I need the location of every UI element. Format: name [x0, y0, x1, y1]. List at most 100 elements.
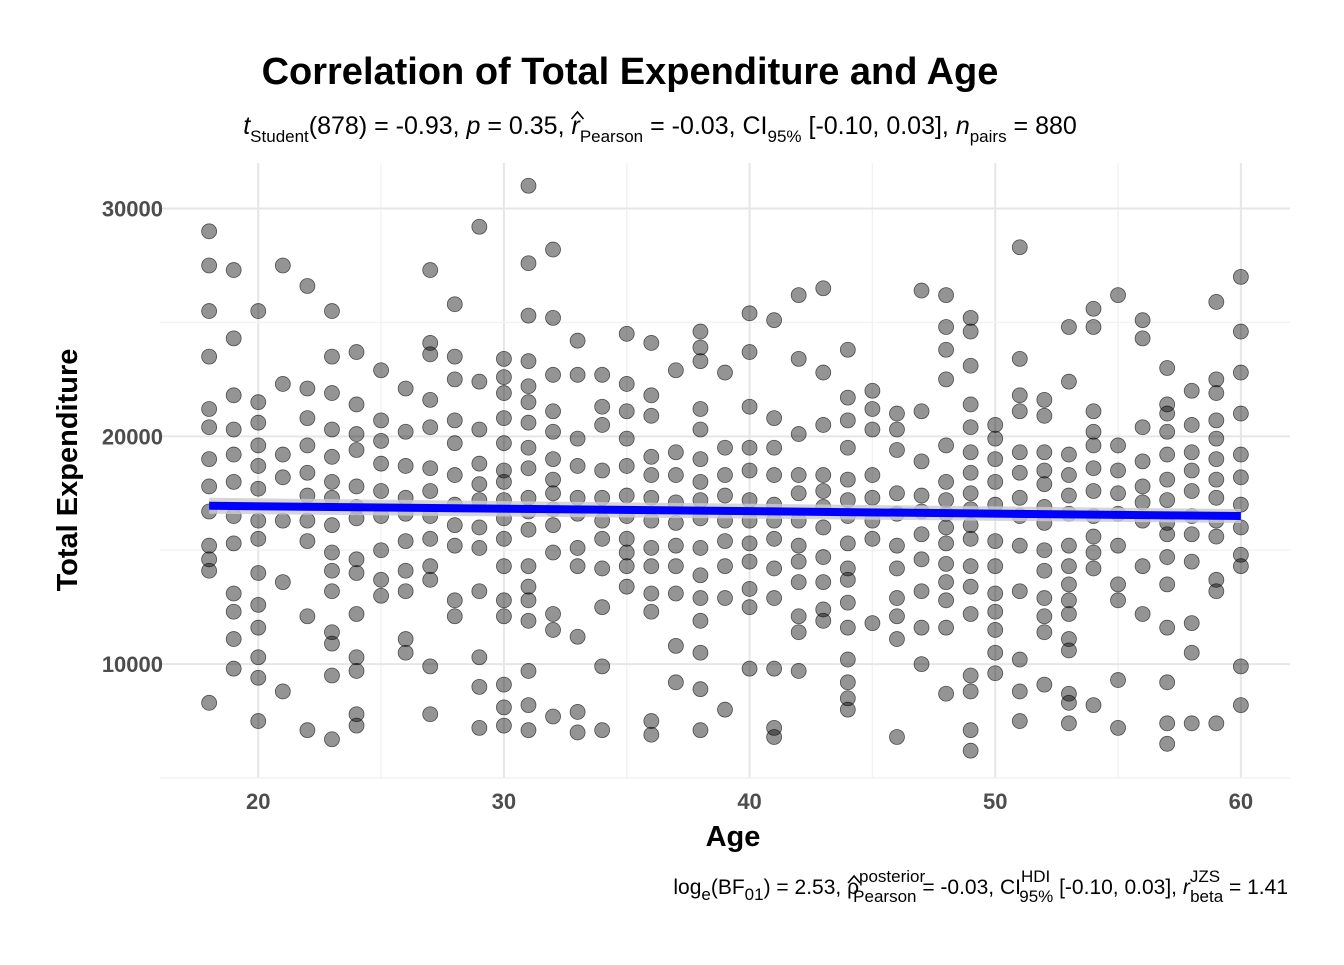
data-point — [274, 683, 291, 700]
data-point — [348, 606, 365, 622]
data-point — [446, 371, 463, 388]
data-point — [889, 485, 905, 502]
x-tick-labels: 20 30 40 50 60 — [246, 789, 1253, 814]
data-point — [692, 681, 709, 698]
data-point — [938, 535, 954, 552]
data-point — [1208, 471, 1225, 488]
data-point — [1061, 487, 1077, 504]
data-point — [1208, 715, 1225, 732]
subtitle-n-sub: pairs — [970, 127, 1007, 146]
data-point — [1036, 407, 1053, 424]
data-point — [520, 414, 537, 431]
data-point — [790, 553, 807, 570]
data-point — [1110, 437, 1126, 454]
data-point — [1061, 446, 1077, 463]
data-point — [1232, 446, 1249, 463]
data-point — [520, 255, 537, 272]
data-point — [569, 366, 586, 383]
data-point — [1085, 319, 1102, 335]
data-point — [1085, 528, 1102, 545]
data-point — [422, 658, 439, 675]
data-point — [692, 421, 709, 438]
data-point — [446, 592, 463, 609]
data-point — [766, 530, 783, 547]
data-point — [790, 574, 807, 591]
data-point — [324, 303, 340, 319]
caption-bf-sub: 01 — [745, 885, 764, 904]
data-point — [373, 483, 389, 499]
data-point — [938, 619, 954, 636]
data-point — [938, 492, 954, 509]
data-point — [373, 542, 389, 559]
data-point — [496, 369, 512, 386]
data-point — [397, 631, 414, 647]
data-point — [1011, 464, 1028, 481]
data-point — [225, 446, 242, 463]
data-point — [1036, 590, 1053, 606]
data-point — [348, 478, 365, 495]
data-point — [889, 608, 905, 625]
data-point — [348, 565, 365, 581]
data-point — [1183, 462, 1200, 479]
data-point — [250, 565, 267, 581]
subtitle-t-symbol: t — [243, 112, 251, 140]
data-point — [569, 724, 586, 741]
data-point — [569, 558, 586, 575]
data-point — [594, 658, 611, 675]
data-point — [545, 309, 561, 326]
data-point — [545, 517, 561, 534]
caption-rho-value: = -0.03, CI — [916, 876, 1020, 899]
data-point — [643, 558, 660, 575]
data-point — [520, 353, 537, 370]
data-point — [397, 533, 414, 550]
data-point — [299, 608, 316, 625]
data-point — [766, 660, 783, 677]
data-point — [1036, 444, 1053, 461]
data-point — [667, 585, 684, 602]
caption-log: log — [673, 876, 701, 899]
data-point — [422, 346, 439, 363]
data-point — [250, 437, 267, 454]
data-point — [496, 530, 512, 547]
data-point — [1085, 544, 1102, 561]
subtitle-n-value: = 880 — [1007, 112, 1077, 140]
data-point — [692, 323, 709, 340]
data-point — [1208, 294, 1225, 310]
data-point — [1061, 715, 1077, 732]
data-point — [520, 439, 537, 456]
data-point — [987, 430, 1004, 447]
data-point — [520, 307, 537, 324]
data-point — [1085, 423, 1102, 440]
data-point — [496, 473, 512, 490]
data-point — [324, 583, 340, 600]
data-point — [471, 373, 488, 390]
data-point — [496, 385, 512, 401]
subtitle-t-df: (878) — [309, 112, 367, 140]
data-point — [1011, 537, 1028, 554]
data-point — [1208, 571, 1225, 588]
x-axis-title: Age — [706, 821, 761, 853]
data-point — [422, 483, 439, 499]
data-point — [299, 380, 316, 397]
caption-bf: (BF — [711, 876, 745, 899]
data-point — [766, 590, 783, 606]
data-point — [1061, 606, 1077, 622]
data-point — [569, 540, 586, 556]
data-point — [1232, 469, 1249, 486]
data-point — [692, 644, 709, 661]
subtitle-n-symbol: n — [956, 112, 970, 140]
data-point — [348, 344, 365, 360]
data-point — [496, 699, 512, 716]
data-point — [520, 378, 537, 395]
data-point — [618, 430, 635, 447]
data-point — [324, 544, 340, 561]
data-point — [520, 558, 537, 575]
data-point — [913, 551, 930, 568]
data-point — [1134, 606, 1151, 622]
data-point — [839, 690, 856, 707]
data-point — [1159, 735, 1176, 752]
data-point — [913, 656, 930, 673]
data-point — [962, 396, 979, 413]
data-point — [741, 344, 758, 360]
data-point — [717, 590, 733, 606]
